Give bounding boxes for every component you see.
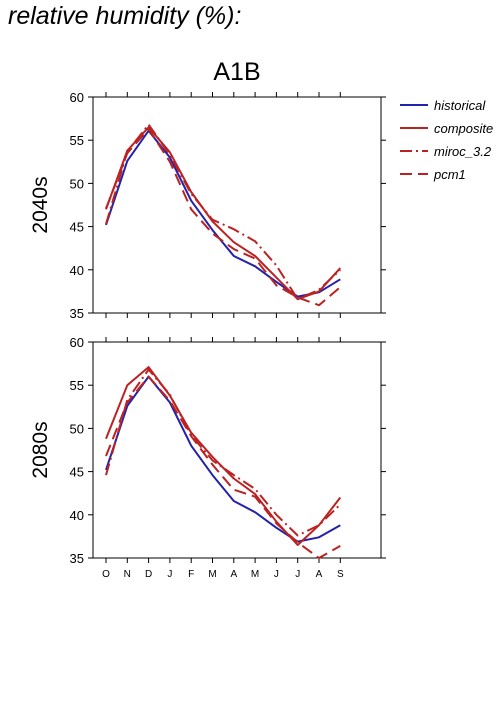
x-tick-label: A — [230, 569, 237, 580]
legend-label: pcm1 — [433, 167, 466, 182]
series-line-historical — [105, 375, 341, 543]
series-line-miroc_3.2 — [105, 123, 341, 301]
legend-label: composite — [434, 121, 493, 136]
panel-label: 2080s — [29, 421, 52, 478]
y-tick-label: 60 — [70, 90, 84, 105]
x-tick-label: O — [102, 569, 110, 580]
panel-label: 2040s — [29, 176, 52, 233]
x-tick-label: S — [337, 569, 344, 580]
panel-2040s: 35 40 45 50 55 60 2040s — [29, 90, 386, 321]
panel-frame — [92, 341, 382, 559]
chart-panels: 35 40 45 50 55 60 2040s 35 40 45 50 55 60 O N D J F M A M J J A… — [29, 90, 386, 580]
x-tick-label: J — [274, 569, 279, 580]
y-tick-label: 40 — [70, 508, 84, 523]
series-line-composite — [105, 366, 342, 546]
x-tick-label: J — [295, 569, 300, 580]
legend-label: historical — [434, 98, 486, 113]
y-tick-label: 50 — [70, 421, 84, 436]
y-tick-label: 60 — [70, 335, 84, 350]
page-title: relative humidity (%): — [8, 2, 242, 30]
y-tick-label: 35 — [70, 551, 84, 566]
series-line-pcm1 — [105, 375, 341, 559]
series-line-miroc_3.2 — [105, 368, 341, 537]
y-tick-label: 45 — [70, 465, 84, 480]
x-tick-label: J — [167, 569, 172, 580]
y-tick-label: 55 — [70, 133, 84, 148]
series-line-historical — [105, 129, 341, 298]
legend-label: miroc_3.2 — [434, 144, 492, 159]
chart-title: A1B — [213, 58, 260, 86]
y-tick-label: 35 — [70, 306, 84, 321]
y-tick-label: 45 — [70, 220, 84, 235]
x-tick-label: A — [316, 569, 323, 580]
y-tick-label: 40 — [70, 263, 84, 278]
series-line-pcm1 — [105, 128, 341, 307]
x-tick-label: F — [188, 569, 194, 580]
panel-frame — [92, 96, 382, 314]
y-tick-label: 50 — [70, 176, 84, 191]
legend: historical composite miroc_3.2 pcm1 — [400, 98, 493, 182]
x-tick-label: D — [145, 569, 152, 580]
series-line-composite — [105, 126, 342, 301]
panel-2080s: 35 40 45 50 55 60 O N D J F M A M J J A S 2080s — [29, 335, 386, 580]
x-tick-label: N — [124, 569, 131, 580]
y-tick-label: 55 — [70, 378, 84, 393]
x-tick-label: M — [251, 569, 259, 580]
x-tick-label: M — [208, 569, 216, 580]
